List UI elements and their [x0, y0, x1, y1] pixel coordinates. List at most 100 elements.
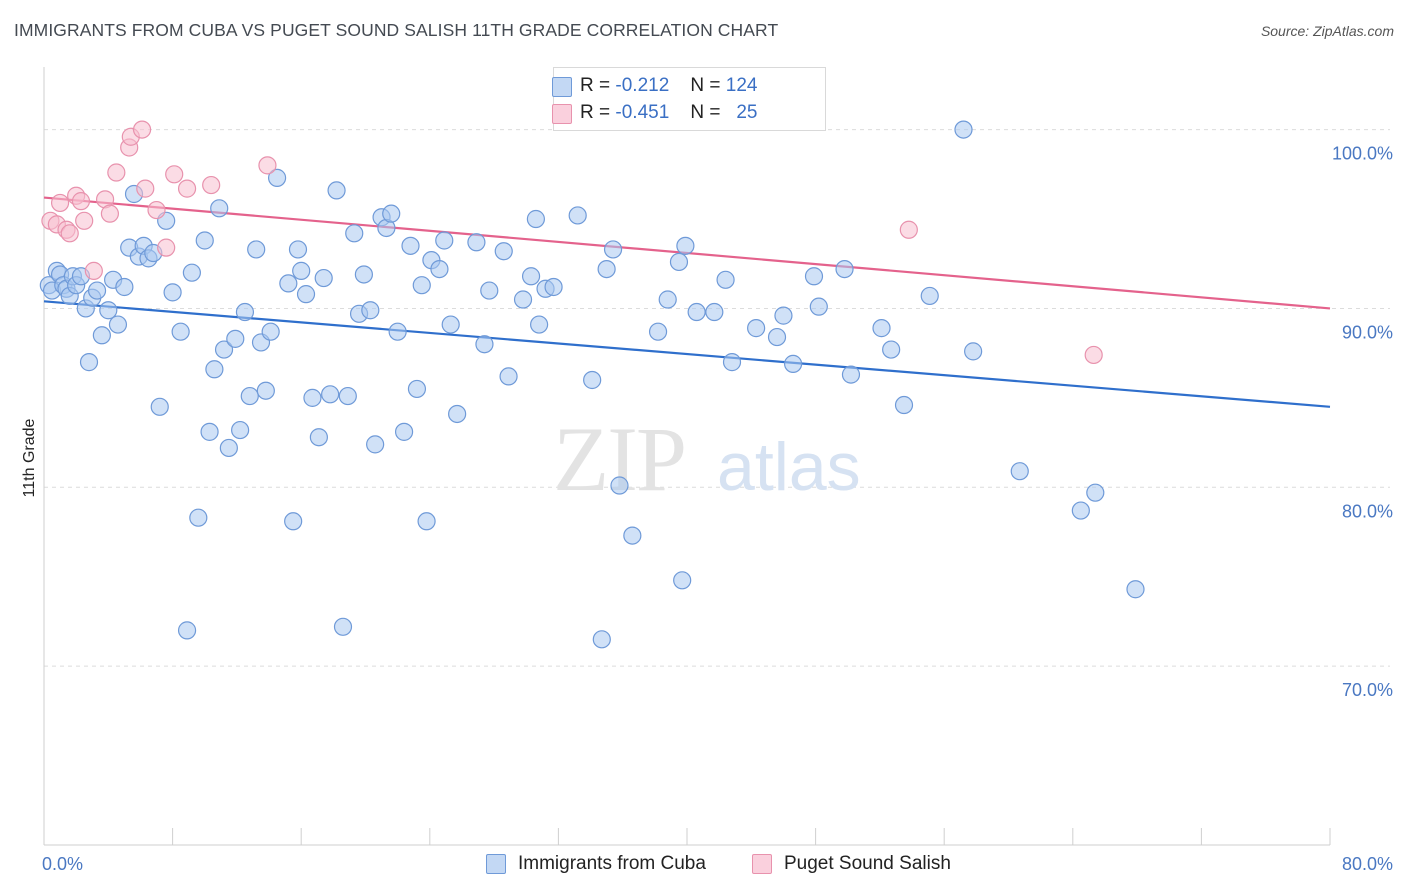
data-point-cuba [412, 276, 431, 295]
chart-title: IMMIGRANTS FROM CUBA VS PUGET SOUND SALI… [14, 20, 779, 40]
trend-line-cuba [43, 300, 1331, 408]
data-point-cuba [79, 353, 99, 372]
y-tick-label: 90.0% [1342, 322, 1393, 342]
data-point-cuba [1071, 501, 1090, 520]
data-point-salish [1084, 345, 1103, 365]
data-point-cuba [189, 508, 208, 527]
watermark-atlas: atlas [717, 429, 861, 505]
data-point-cuba [267, 168, 287, 187]
data-point-cuba [1010, 462, 1029, 481]
data-point-cuba [210, 199, 229, 218]
watermark: ZIP atlas [553, 408, 861, 510]
data-point-cuba [292, 261, 311, 280]
data-point-cuba [226, 329, 245, 348]
series-legend-cuba: Immigrants from Cuba [486, 852, 706, 876]
data-point-salish [100, 204, 120, 223]
series-name-salish: Puget Sound Salish [784, 853, 951, 874]
data-point-cuba [920, 286, 939, 306]
data-point-cuba [783, 354, 803, 373]
data-point-cuba [597, 260, 616, 279]
data-point-cuba [544, 277, 563, 297]
data-point-salish [157, 238, 176, 257]
data-point-cuba [338, 386, 357, 406]
data-point-cuba [87, 281, 107, 300]
data-point-cuba [333, 617, 353, 636]
data-point-salish [899, 220, 918, 239]
data-point-cuba [603, 240, 623, 259]
data-point-cuba [513, 290, 533, 309]
source-label: Source: ZipAtlas.com [1260, 23, 1394, 39]
data-point-cuba [441, 315, 460, 334]
data-point-cuba [809, 297, 828, 316]
data-point-cuba [716, 270, 735, 289]
data-point-salish [147, 200, 166, 220]
data-point-salish [202, 175, 221, 195]
data-point-cuba [521, 267, 541, 286]
data-point-cuba [872, 319, 891, 338]
data-point-cuba [314, 268, 333, 288]
data-point-cuba [195, 231, 214, 250]
data-point-cuba [115, 277, 134, 297]
data-point-cuba [568, 206, 587, 225]
data-point-cuba [303, 388, 322, 407]
data-point-cuba [894, 395, 914, 415]
data-point-cuba [467, 233, 486, 252]
data-point-cuba [499, 367, 518, 386]
data-point-cuba [150, 397, 169, 416]
data-point-cuba [722, 353, 742, 372]
data-point-cuba [231, 420, 250, 440]
data-point-salish [107, 163, 126, 182]
data-point-cuba [219, 438, 238, 458]
data-point-cuba [394, 422, 414, 441]
legend-row-salish: R = -0.451 N = 25 [552, 101, 758, 125]
data-point-cuba [673, 571, 692, 590]
data-point-cuba [235, 302, 255, 322]
legend-r-value: -0.451 [615, 102, 670, 123]
legend-swatch-blue [552, 77, 572, 97]
data-points [39, 120, 1145, 649]
data-point-cuba [610, 476, 629, 495]
legend-n-label: N = [690, 102, 721, 123]
legend-r-label: R = [580, 75, 611, 96]
legend-n-value: 25 [736, 102, 758, 123]
x-tick-label: 80.0% [1342, 854, 1393, 874]
data-point-cuba [261, 322, 280, 341]
data-point-cuba [177, 621, 197, 640]
data-point-cuba [345, 224, 364, 243]
data-point-cuba [841, 365, 861, 384]
data-point-cuba [200, 422, 219, 441]
data-point-cuba [480, 281, 499, 300]
data-point-cuba [494, 242, 513, 261]
data-point-cuba [163, 283, 182, 302]
trend-lines [43, 196, 1331, 408]
series-name-cuba: Immigrants from Cuba [518, 853, 706, 874]
data-point-cuba [214, 340, 234, 359]
data-point-cuba [964, 342, 983, 361]
data-point-salish [84, 261, 103, 280]
data-point-cuba [1126, 580, 1145, 599]
data-point-cuba [774, 306, 793, 325]
data-point-cuba [309, 428, 328, 447]
data-point-cuba [401, 236, 420, 255]
data-point-cuba [182, 263, 201, 282]
correlation-legend: R = -0.212 N = 124 R = -0.451 N = 25 [552, 67, 826, 131]
data-point-cuba [1086, 483, 1105, 502]
data-point-salish [50, 193, 70, 213]
data-point-cuba [366, 435, 385, 454]
data-point-cuba [247, 240, 266, 259]
data-point-cuba [705, 302, 724, 322]
data-point-cuba [882, 340, 901, 359]
data-point-cuba [417, 512, 436, 531]
data-point-cuba [583, 370, 602, 390]
data-point-cuba [171, 322, 190, 341]
data-point-cuba [288, 240, 308, 259]
axes [43, 67, 1331, 846]
data-point-cuba [835, 260, 854, 279]
legend-row-cuba: R = -0.212 N = 124 [552, 74, 757, 98]
data-point-cuba [767, 327, 787, 347]
data-point-cuba [687, 302, 706, 322]
watermark-zip: ZIP [553, 408, 685, 510]
data-point-cuba [321, 385, 340, 404]
data-point-cuba [327, 181, 346, 200]
